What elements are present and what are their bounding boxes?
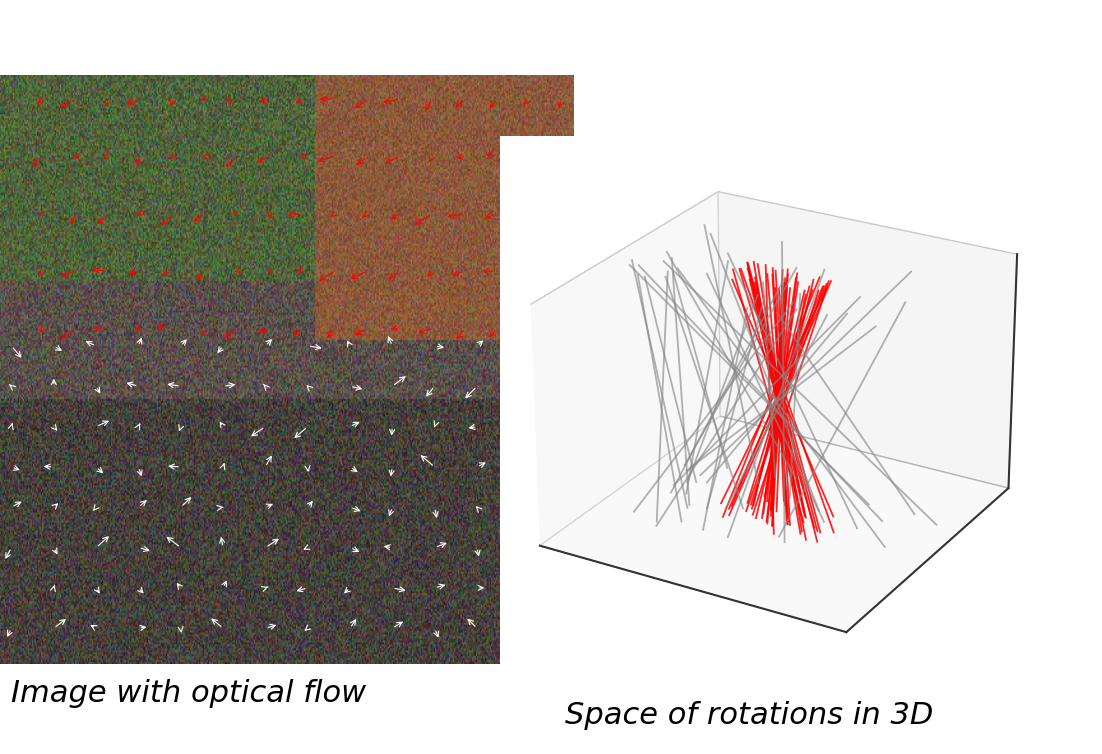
Text: Space of rotations in 3D: Space of rotations in 3D xyxy=(565,701,933,730)
Text: Image with optical flow: Image with optical flow xyxy=(11,679,366,707)
